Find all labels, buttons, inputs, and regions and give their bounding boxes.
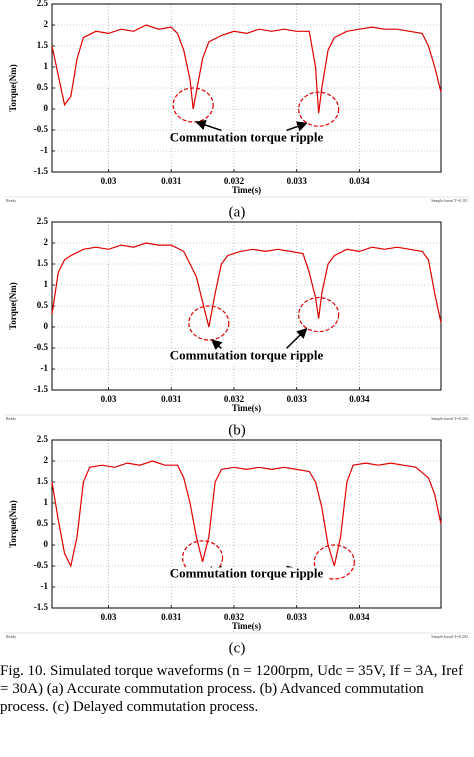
y-tick-label: 2 [44,237,49,247]
y-tick-label: -1 [41,363,49,373]
x-tick-label: 0.03 [101,612,117,622]
y-tick-label: -0.5 [34,342,49,352]
annotation-bg [164,567,329,582]
figure: 2.521.510.50-0.5-1-1.50.03 0.031 0.032 0.03… [4,0,470,656]
x-tick-label: 0.034 [349,612,370,622]
status-right: Sample based T=0.202 [431,634,468,639]
ripple-circle [313,544,355,580]
x-tick-label: 0.033 [287,394,308,404]
y-tick-label: -0.5 [34,560,49,570]
ripple-circle [172,87,214,123]
ripple-circle [181,540,224,576]
x-tick-label: 0.031 [161,612,182,622]
y-tick-label: 1.5 [37,476,49,486]
y-tick-label: 1.5 [37,40,49,50]
y-tick-label: 1 [44,279,49,289]
y-tick-label: 2.5 [37,216,49,226]
arrow [195,119,222,132]
y-axis-label: Torque(Nm) [8,500,18,548]
x-tick-label: 0.03 [101,176,117,186]
panel-label: (c) [229,640,246,656]
y-tick-label: 0.5 [37,300,49,310]
status-left: Ready [6,416,16,421]
annotation: Commutation torque ripple [170,565,324,580]
y-tick-label: 0.5 [37,518,49,528]
plot-frame [51,221,442,391]
caption: Fig. 10. Simulated torque waveforms (n =… [0,663,463,715]
y-tick-label: -1.5 [34,384,49,394]
annotation-bg [164,349,329,364]
annotation: Commutation torque ripple [170,129,324,144]
x-axis-label: Time(s) [232,621,261,631]
plot-clip [51,24,442,114]
x-tick-label: 0.031 [161,176,182,186]
panel-label: (b) [228,422,246,438]
x-tick-label: 0.032 [224,394,245,404]
arrow [285,327,308,349]
y-tick-label: 0 [44,103,49,113]
x-tick-label: 0.031 [161,394,182,404]
x-tick-label: 0.032 [224,612,245,622]
y-tick-label: -0.5 [34,124,49,134]
y-tick-label: 0.5 [37,82,49,92]
y-axis-label: Torque(Nm) [8,282,18,330]
torque-line [51,460,442,568]
y-tick-label: -1 [41,581,49,591]
y-tick-label: 2 [44,455,49,465]
y-tick-label: -1.5 [34,166,49,176]
x-axis-label: Time(s) [232,185,261,195]
annotation-bg [164,131,329,146]
torque-line [51,242,442,328]
x-tick-label: 0.034 [349,176,370,186]
x-tick-label: 0.03 [101,394,117,404]
y-axis-label: Torque(Nm) [8,64,18,112]
x-tick-label: 0.033 [287,612,308,622]
y-tick-label: 1 [44,61,49,71]
x-tick-label: 0.033 [287,176,308,186]
x-tick-label: 0.034 [349,394,370,404]
y-tick-label: -1.5 [34,602,49,612]
arrow [211,339,223,351]
plot-frame [51,3,442,173]
torque-line [51,24,442,114]
annotation: Commutation torque ripple [170,347,324,362]
y-tick-label: 1.5 [37,258,49,268]
arrow [286,121,308,132]
plot-clip [51,242,442,328]
status-right: Sample based T=0.202 [431,416,468,421]
ripple-circle [298,297,340,333]
y-tick-label: 1 [44,497,49,507]
y-tick-label: 2 [44,19,49,29]
x-axis-label: Time(s) [232,403,261,413]
x-tick-label: 0.032 [224,176,245,186]
y-tick-label: 0 [44,539,49,549]
ripple-circle [298,91,340,127]
plot-clip [51,460,442,568]
status-left: Ready [6,634,16,639]
y-tick-label: 2.5 [37,0,49,8]
y-tick-label: -1 [41,145,49,155]
ripple-circle [188,305,230,341]
y-tick-label: 0 [44,321,49,331]
status-left: Ready [6,198,16,203]
y-tick-label: 2.5 [37,434,49,444]
panel-label: (a) [229,204,246,220]
status-right: Sample based T=0.101 [431,198,468,203]
